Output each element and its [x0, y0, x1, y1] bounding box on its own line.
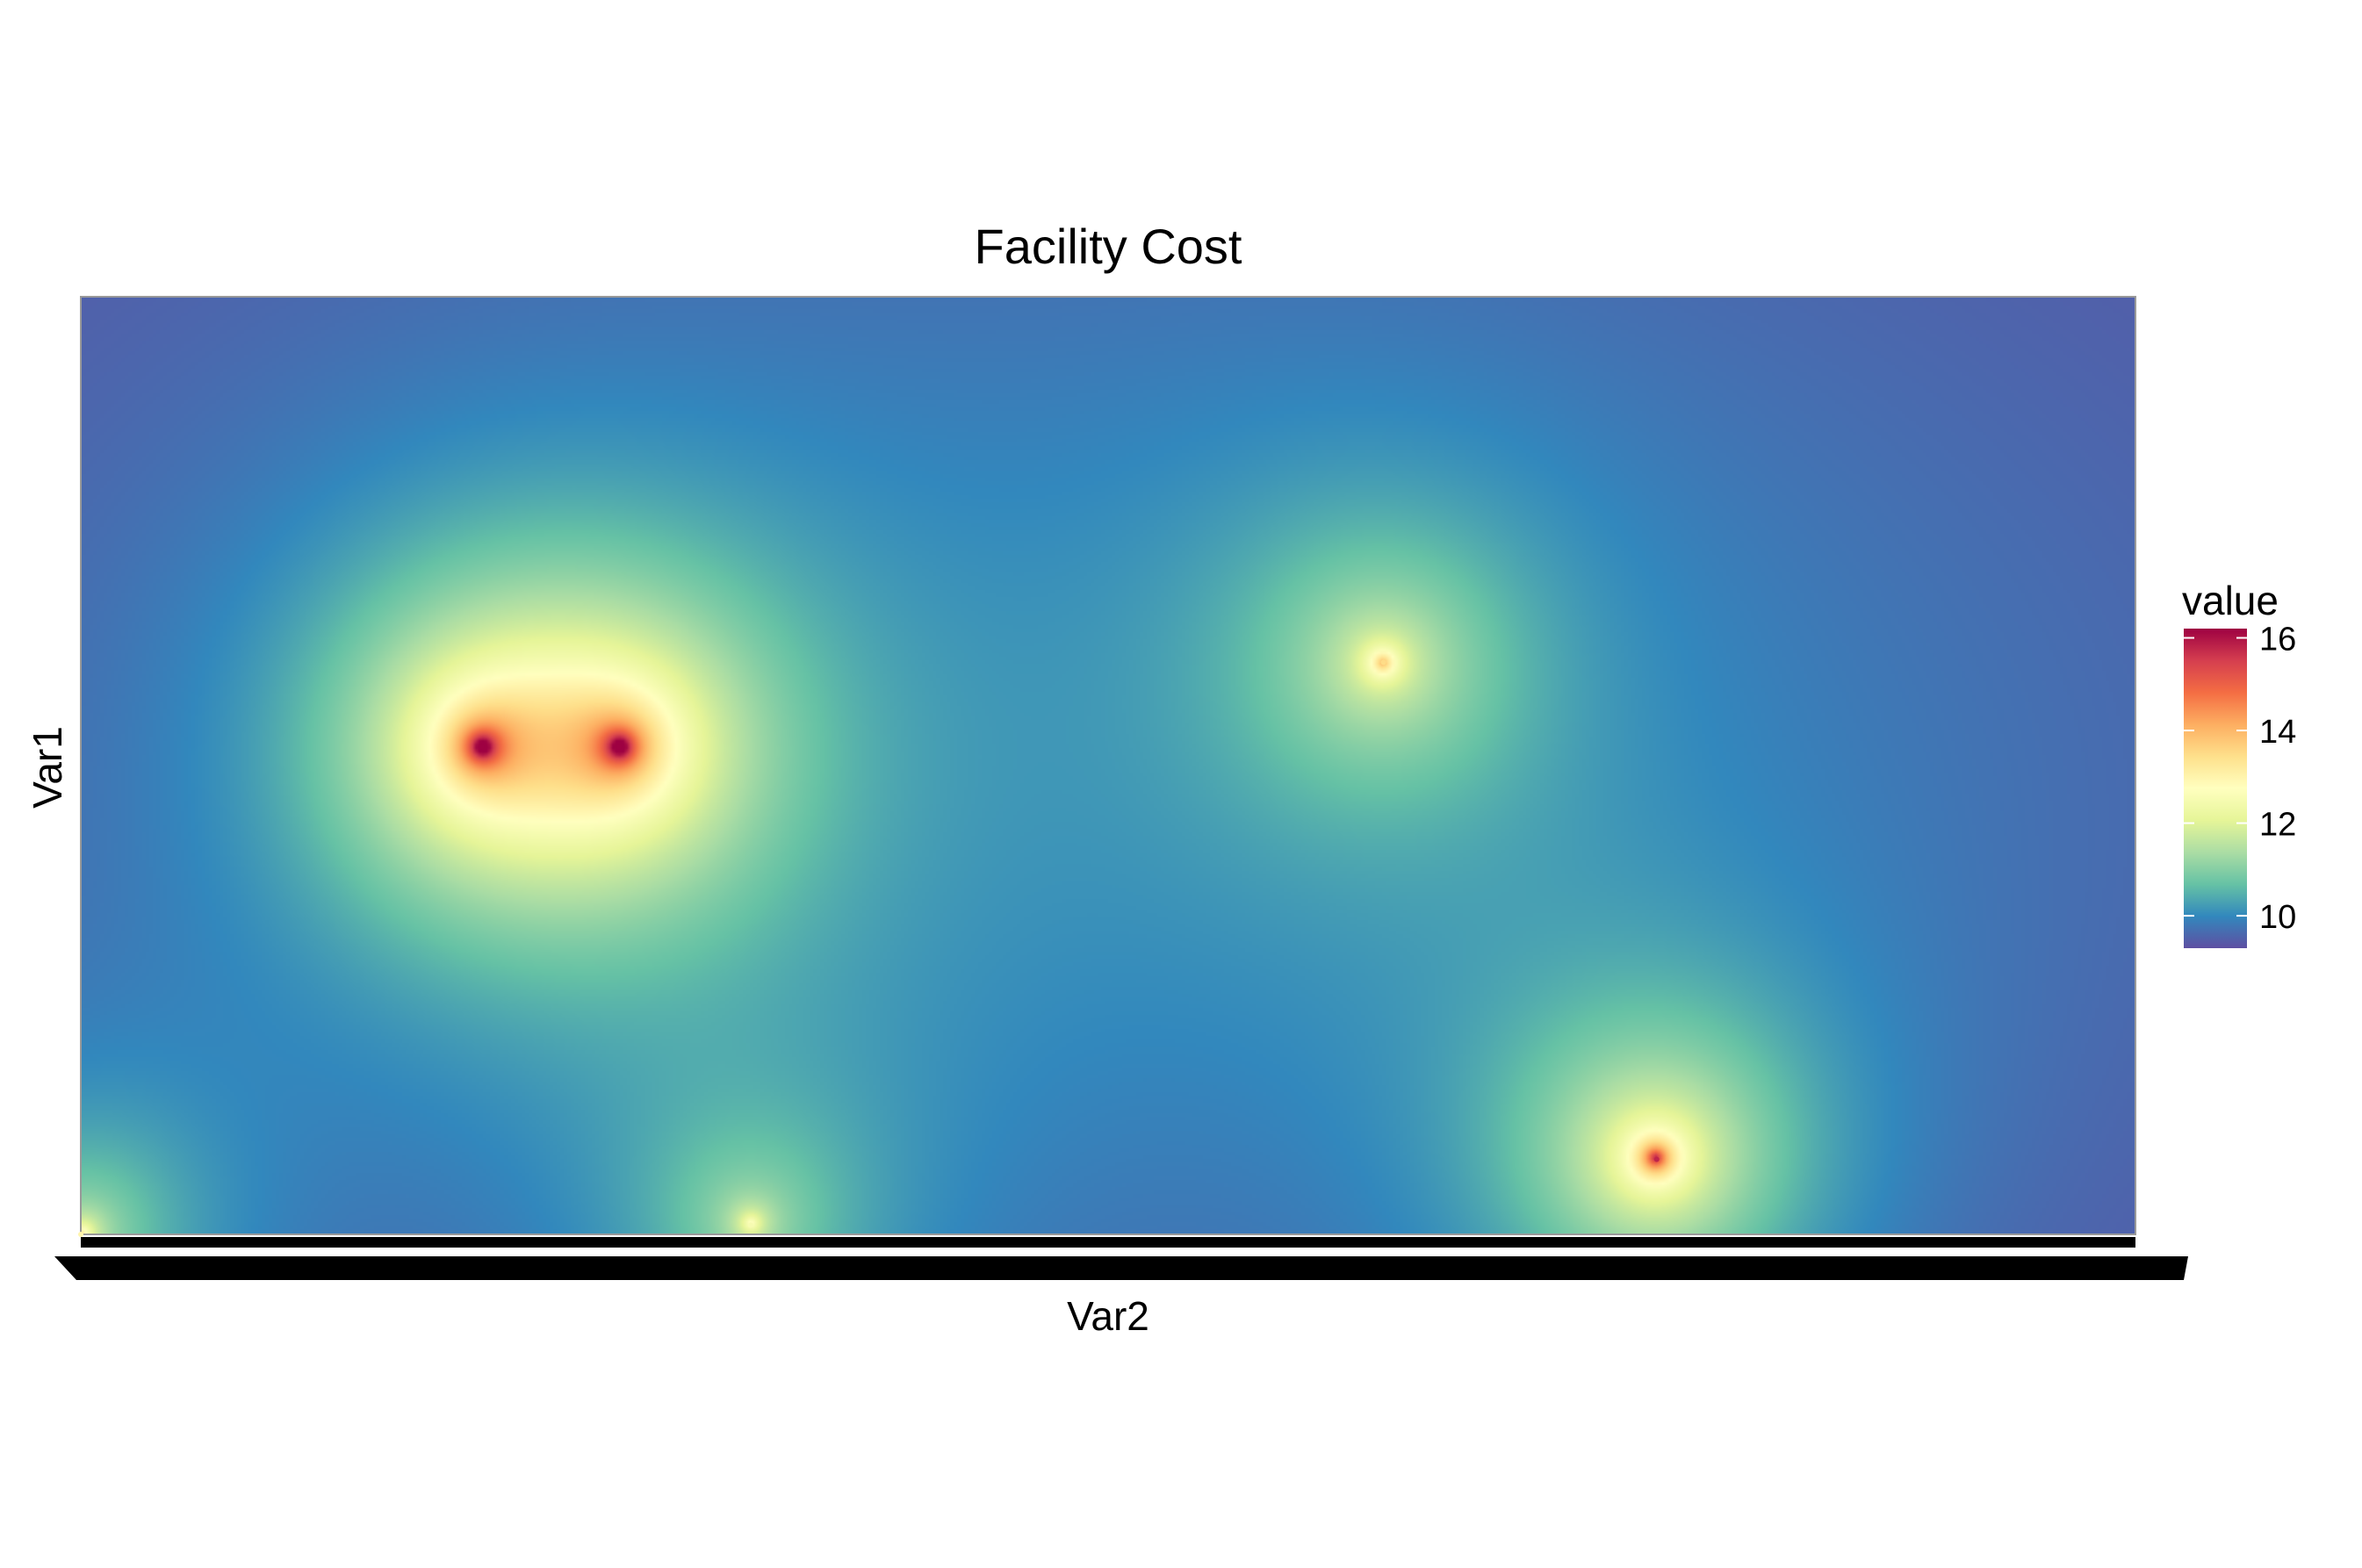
x-tick-marks-band — [81, 1237, 2135, 1248]
heatmap-container — [81, 297, 2135, 1234]
facility-point-5 — [1653, 1156, 1660, 1162]
legend-tick-label: 16 — [2259, 622, 2296, 658]
x-axis-label: Var2 — [1067, 1293, 1149, 1339]
legend-tick-label: 12 — [2259, 807, 2296, 844]
facility-point-2 — [479, 744, 485, 750]
chart-title: Facility Cost — [975, 219, 1242, 274]
x-tick-labels — [54, 1237, 2188, 1280]
legend-tick-label: 14 — [2259, 714, 2296, 751]
facility-point-1 — [78, 1232, 83, 1237]
legend: value 10 12 14 16 — [2182, 578, 2296, 948]
facility-point-4 — [1380, 659, 1386, 665]
legend-colorbar — [2184, 629, 2247, 948]
heatmap-raster — [81, 297, 2135, 1234]
legend-ticks: 10 12 14 16 — [2184, 622, 2296, 936]
legend-tick-label: 10 — [2259, 899, 2296, 936]
legend-title: value — [2182, 578, 2279, 623]
facility-point-6 — [747, 1222, 753, 1228]
x-tick-labels-overplotted — [54, 1256, 2188, 1280]
y-axis-label: Var1 — [25, 726, 70, 809]
facility-markers — [78, 659, 1660, 1237]
plot-panel-border — [80, 296, 2136, 1235]
facility-point-3 — [616, 744, 623, 750]
